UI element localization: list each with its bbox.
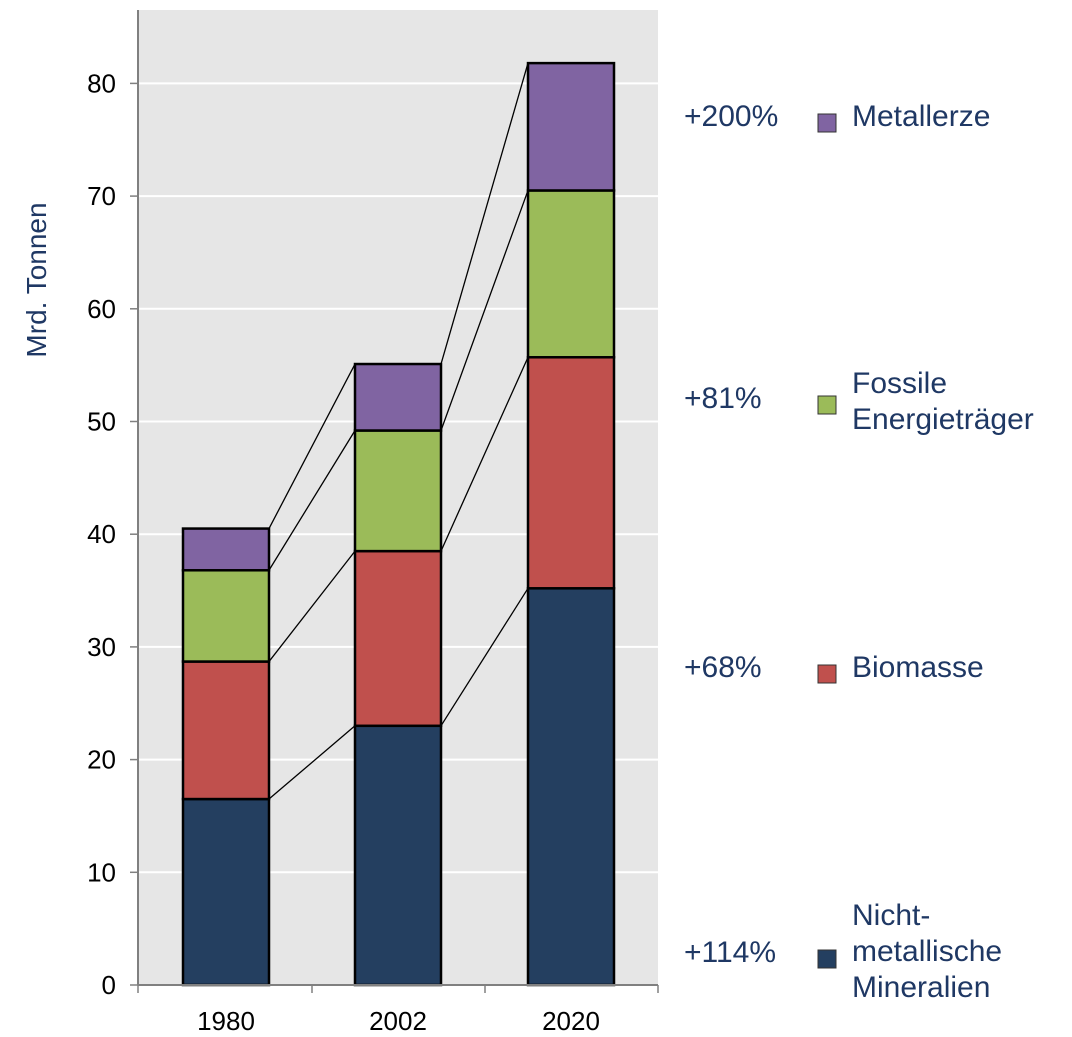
legend-swatch	[817, 664, 837, 684]
connector-line	[440, 356, 529, 552]
legend-change-label: +81%	[684, 382, 762, 415]
bar-segment	[181, 797, 271, 987]
legend-series-name: Biomasse	[852, 651, 984, 684]
bar-segment	[526, 189, 616, 359]
axes: 0 10 20 30 40 50 60 70 80 1980 2002 2020	[87, 10, 659, 1036]
y-tick-label: 30	[87, 632, 116, 662]
connector-line	[268, 430, 356, 571]
connector-line	[440, 190, 529, 431]
y-tick-label: 0	[102, 970, 116, 1000]
legend-series-name: Metallerze	[852, 100, 990, 133]
legend-series-name: Fossile	[852, 367, 947, 400]
connector-line	[268, 550, 356, 662]
bars	[181, 61, 616, 987]
bar-segment	[181, 527, 271, 572]
x-tick-label: 1980	[197, 1006, 255, 1036]
legend-change-label: +114%	[684, 936, 776, 969]
legend-swatch	[817, 113, 837, 133]
x-tick-label: 2020	[542, 1006, 600, 1036]
bar-segment	[181, 569, 271, 663]
bar-segment	[353, 362, 443, 432]
bar-segment	[353, 549, 443, 728]
y-tick-label: 40	[87, 519, 116, 549]
x-tick-label: 2002	[369, 1006, 427, 1036]
y-axis-label: Mrd. Tonnen	[21, 202, 52, 357]
legend-change-label: +68%	[684, 651, 762, 684]
legend-series-name: Energieträger	[852, 403, 1034, 436]
y-tick-label: 70	[87, 181, 116, 211]
bar-segment	[353, 429, 443, 553]
legend-series-name: Mineralien	[852, 971, 990, 1004]
bar-segment	[526, 356, 616, 590]
connector-line	[268, 725, 356, 800]
connector-line	[268, 363, 356, 529]
bar-segment	[181, 660, 271, 801]
legend-change-label: +200%	[684, 100, 778, 133]
legend-series-name: metallische	[852, 935, 1002, 968]
y-tick-label: 60	[87, 294, 116, 324]
y-tick-label: 50	[87, 407, 116, 437]
connector-line	[440, 587, 529, 727]
y-tick-label: 80	[87, 68, 116, 98]
y-tick-label: 10	[87, 857, 116, 887]
bar-segment	[526, 61, 616, 192]
bar-segment	[353, 724, 443, 987]
legend-swatch	[817, 949, 837, 969]
connector-line	[440, 62, 529, 365]
bar-segment	[526, 587, 616, 987]
legend-series-name: Nicht-	[852, 899, 930, 932]
connector-lines	[268, 62, 529, 800]
legend-swatch	[817, 395, 837, 415]
y-tick-label: 20	[87, 745, 116, 775]
